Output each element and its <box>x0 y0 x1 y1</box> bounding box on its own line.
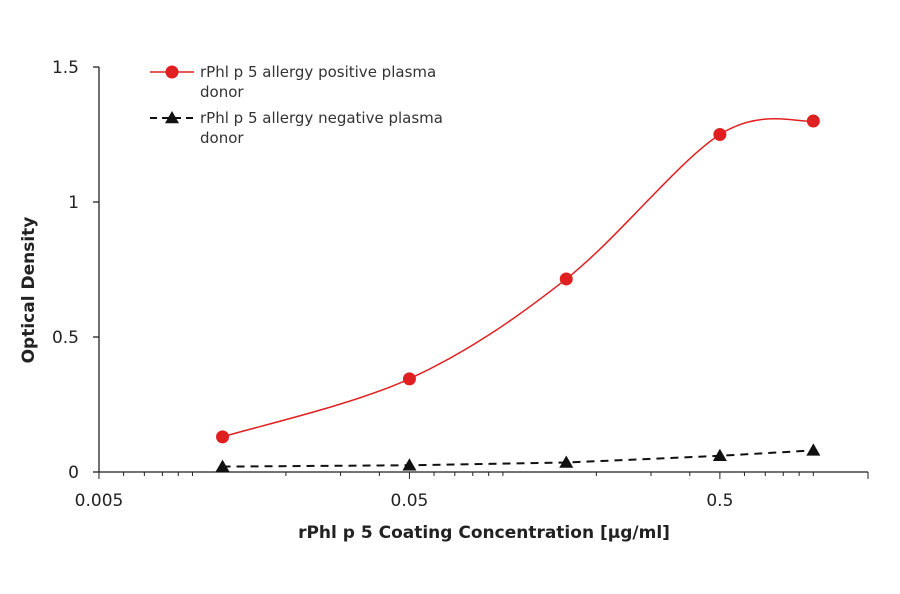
x-tick-label: 0.005 <box>75 491 124 511</box>
series-line <box>222 117 814 438</box>
data-point <box>216 430 230 444</box>
legend-marker <box>165 111 179 124</box>
x-tick-label: 0.05 <box>391 491 429 511</box>
data-point <box>215 459 230 472</box>
series-layer <box>215 114 821 472</box>
data-point <box>559 272 573 286</box>
y-axis-title: Optical Density <box>19 217 39 364</box>
y-tick-label: 1.5 <box>52 58 79 78</box>
axes: 0 0.5 1 1.5 0.005 0.05 0.5 <box>52 58 869 511</box>
data-point <box>559 455 574 468</box>
legend-marker <box>165 65 179 79</box>
y-tick-label: 0.5 <box>52 328 79 348</box>
data-point <box>806 443 821 456</box>
series-1 <box>216 114 820 444</box>
legend: rPhl p 5 allergy positive plasma donor rPh… <box>150 63 443 147</box>
data-point <box>806 114 820 128</box>
data-point <box>402 458 417 471</box>
legend-label: rPhl p 5 allergy positive plasma donor <box>200 63 436 101</box>
data-point <box>713 128 727 141</box>
x-axis-title: rPhl p 5 Coating Concentration [µg/ml] <box>298 523 670 543</box>
x-tick-label: 0.5 <box>706 491 733 511</box>
data-point <box>712 448 727 462</box>
legend-label: rPhl p 5 allergy negative plasma donor <box>200 109 443 147</box>
y-tick-label: 1 <box>68 193 79 213</box>
data-point <box>402 372 416 386</box>
series-2 <box>215 443 821 472</box>
y-tick-label: 0 <box>68 463 79 483</box>
